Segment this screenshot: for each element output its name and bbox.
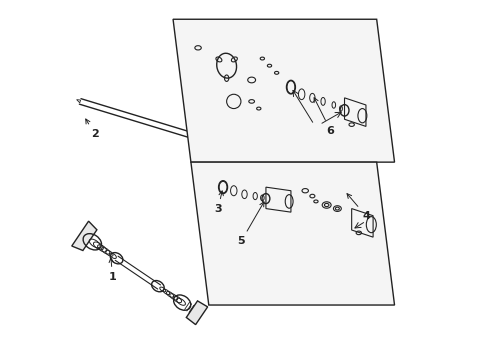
Polygon shape (186, 301, 207, 325)
Polygon shape (190, 162, 394, 305)
Text: 5: 5 (237, 202, 264, 246)
Text: 4: 4 (346, 194, 369, 221)
Polygon shape (173, 19, 394, 162)
Text: 6: 6 (313, 98, 334, 136)
Text: 3: 3 (214, 191, 223, 214)
Text: 2: 2 (85, 119, 99, 139)
Polygon shape (72, 221, 97, 251)
Text: 1: 1 (108, 258, 116, 282)
